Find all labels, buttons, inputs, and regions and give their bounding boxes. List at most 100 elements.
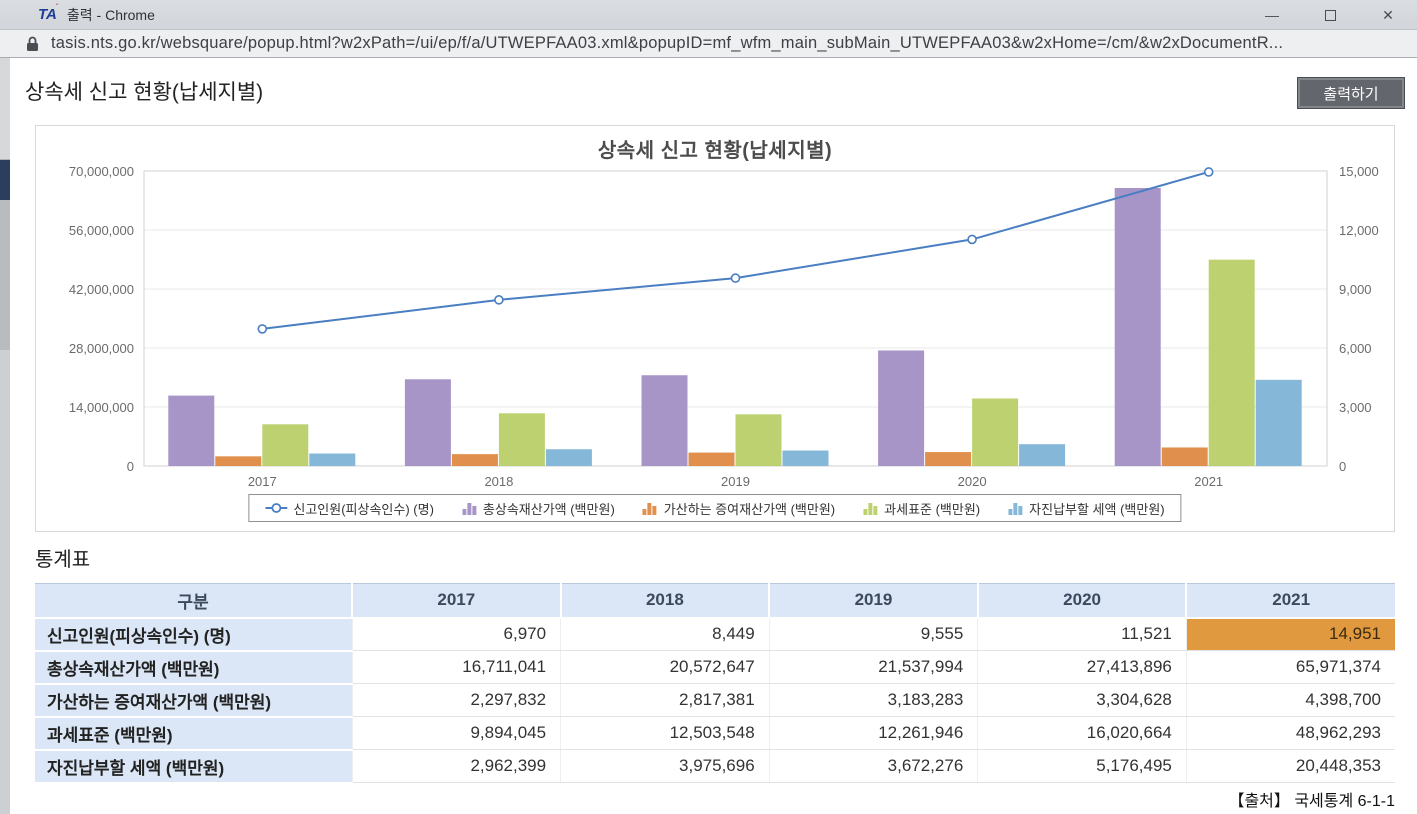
- row-label: 자진납부할 세액 (백만원): [35, 749, 352, 784]
- right-axis-tick: 9,000: [1339, 282, 1372, 297]
- left-axis-tick: 42,000,000: [69, 282, 134, 297]
- x-axis-tick: 2019: [721, 474, 750, 489]
- page-title: 상속세 신고 현황(납세지별): [25, 81, 264, 104]
- bar-series1-2017: [168, 395, 215, 466]
- bar-series1-2019: [641, 375, 688, 466]
- close-button[interactable]: ✕: [1382, 6, 1394, 23]
- cell-2020: 11,521: [977, 617, 1187, 651]
- bar-legend-icon: [461, 503, 476, 515]
- bar-series1-2018: [404, 379, 451, 466]
- cell-2019: 21,537,994: [768, 650, 978, 684]
- maximize-icon: [1324, 9, 1336, 21]
- line-marker-2017: [257, 324, 268, 334]
- left-page-sliver: [0, 58, 10, 814]
- x-axis-tick: 2018: [484, 474, 513, 489]
- table-section-title: 통계표: [35, 549, 91, 571]
- right-axis-tick: 0: [1339, 459, 1346, 474]
- legend-item-bar2[interactable]: 가산하는 증여재산가액 (백만원): [642, 499, 836, 518]
- legend-label: 가산하는 증여재산가액 (백만원): [663, 501, 836, 517]
- bar-series2-2021: [1161, 447, 1208, 466]
- address-bar[interactable]: tasis.nts.go.kr/websquare/popup.html?w2x…: [0, 30, 1417, 58]
- maximize-button[interactable]: [1301, 0, 1359, 30]
- row-label: 총상속재산가액 (백만원): [35, 650, 352, 685]
- bar-series1-2020: [878, 350, 925, 466]
- table-row: 신고인원(피상속인수) (명) 6,970 8,449 9,555 11,521 14,9…: [35, 617, 1395, 652]
- bar-legend-icon: [863, 503, 878, 515]
- bar-series4-2019: [782, 450, 829, 466]
- bar-series2-2018: [451, 454, 498, 466]
- bar-series3-2020: [972, 398, 1019, 466]
- x-axis-tick: 2020: [958, 474, 987, 489]
- table-header-year-2017: 2017: [351, 583, 561, 619]
- tasis-favicon-icon: TA ˊ: [38, 3, 59, 23]
- table-row: 자진납부할 세액 (백만원) 2,962,399 3,975,696 3,672,27…: [35, 749, 1395, 784]
- table-header-year-2019: 2019: [768, 583, 978, 619]
- line-marker-2020: [967, 234, 977, 245]
- cell-2017: 2,962,399: [351, 749, 561, 783]
- line-marker-2021: [1203, 167, 1214, 177]
- cell-2018: 20,572,647: [560, 650, 770, 684]
- legend-item-bar4[interactable]: 자진납부할 세액 (백만원): [1008, 499, 1165, 518]
- bar-legend-icon: [642, 503, 657, 515]
- table-header-category: 구분: [35, 583, 352, 619]
- chart-title: 상속세 신고 현황(납세지별): [597, 140, 833, 162]
- x-axis-tick: 2017: [248, 474, 277, 489]
- table-header-year-2020: 2020: [976, 583, 1187, 619]
- row-label: 가산하는 증여재산가액 (백만원): [35, 683, 352, 718]
- cell-2019: 12,261,946: [768, 716, 978, 750]
- cell-2017: 16,711,041: [351, 650, 561, 684]
- legend-label: 과세표준 (백만원): [884, 501, 981, 517]
- cell-2017: 2,297,832: [351, 683, 561, 717]
- bar-series4-2018: [545, 449, 592, 466]
- url-text: tasis.nts.go.kr/websquare/popup.html?w2x…: [51, 34, 1284, 52]
- cell-2020: 3,304,628: [977, 683, 1187, 717]
- bar-series4-2017: [309, 453, 356, 466]
- legend-item-bar1[interactable]: 총상속재산가액 (백만원): [461, 499, 615, 518]
- table-row: 총상속재산가액 (백만원) 16,711,041 20,572,647 21,537,…: [35, 650, 1395, 685]
- legend-label: 자진납부할 세액 (백만원): [1029, 501, 1165, 517]
- left-axis-tick: 56,000,000: [69, 223, 134, 238]
- window-titlebar: TA ˊ 출력 - Chrome — ✕: [0, 0, 1417, 30]
- x-axis-tick: 2021: [1194, 474, 1223, 489]
- bar-legend-icon: [1008, 503, 1023, 515]
- legend-item-line[interactable]: 신고인원(피상속인수) (명): [265, 499, 434, 518]
- print-button[interactable]: 출력하기: [1297, 77, 1405, 109]
- cell-2020: 5,176,495: [977, 749, 1187, 783]
- cell-2018: 2,817,381: [560, 683, 770, 717]
- right-axis-tick: 6,000: [1339, 341, 1372, 356]
- line-series: [262, 171, 1209, 330]
- chart-plot: 0 0 14,000,000 3,000 28,000,000 6,000 42,000,0…: [69, 164, 1379, 489]
- cell-2020: 16,020,664: [977, 716, 1187, 750]
- statistics-table: 구분 2017 2018 2019 2020 2021 신고인원(피상속인수) (명) 6,…: [35, 583, 1395, 784]
- left-axis-tick: 14,000,000: [69, 400, 134, 415]
- right-axis-tick: 15,000: [1339, 164, 1379, 179]
- cell-2020: 27,413,896: [977, 650, 1187, 684]
- source-note: 【출처】 국세통계 6-1-1: [1228, 793, 1395, 810]
- highlighted-cell-2021: 14,951: [1185, 617, 1395, 651]
- cell-2017: 9,894,045: [351, 716, 561, 750]
- bar-series3-2021: [1208, 259, 1255, 466]
- cell-2019: 3,183,283: [768, 683, 978, 717]
- bar-series2-2020: [925, 452, 972, 466]
- cell-2018: 8,449: [560, 617, 770, 651]
- minimize-button[interactable]: —: [1265, 7, 1279, 23]
- line-legend-icon: [265, 503, 288, 513]
- chart-legend: 신고인원(피상속인수) (명) 총상속재산가액 (백만원) 가산하는 증여재산가액 …: [248, 494, 1182, 522]
- cell-2019: 3,672,276: [768, 749, 978, 783]
- table-row: 가산하는 증여재산가액 (백만원) 2,297,832 2,817,381 3,183…: [35, 683, 1395, 718]
- line-marker-2018: [494, 295, 504, 305]
- right-axis-tick: 12,000: [1339, 223, 1379, 238]
- table-header-year-2018: 2018: [559, 583, 770, 619]
- right-axis-tick: 3,000: [1339, 400, 1372, 415]
- bar-series2-2017: [215, 456, 262, 466]
- bar-series1-2021: [1114, 187, 1161, 466]
- left-axis-tick: 70,000,000: [69, 164, 134, 179]
- row-label: 과세표준 (백만원): [35, 716, 352, 751]
- bar-series4-2021: [1255, 379, 1302, 466]
- cell-2021: 48,962,293: [1185, 716, 1395, 750]
- bar-series3-2017: [262, 424, 309, 466]
- line-marker-2019: [730, 273, 741, 283]
- legend-item-bar3[interactable]: 과세표준 (백만원): [863, 499, 980, 518]
- bar-series3-2019: [735, 414, 782, 466]
- cell-2019: 9,555: [768, 617, 978, 651]
